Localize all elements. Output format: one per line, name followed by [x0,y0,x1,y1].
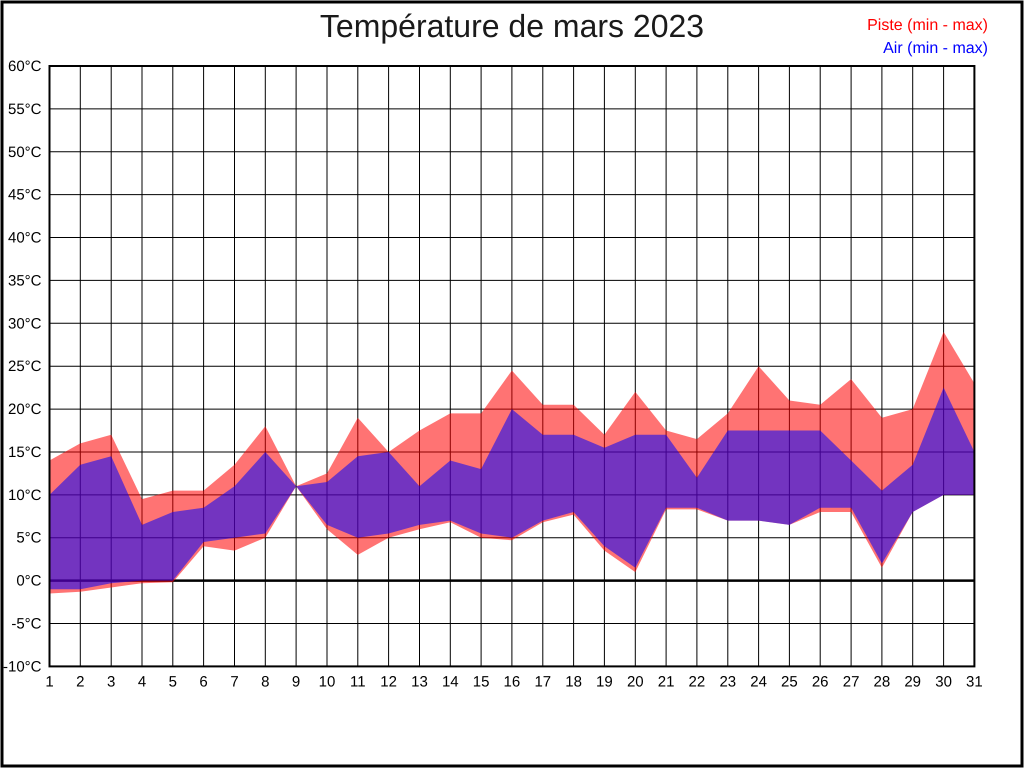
svg-text:9: 9 [292,673,300,690]
svg-text:3: 3 [107,673,115,690]
svg-text:25: 25 [781,673,798,690]
svg-text:13: 13 [411,673,428,690]
svg-text:26: 26 [812,673,829,690]
svg-text:10°C: 10°C [8,487,42,504]
svg-text:17: 17 [534,673,551,690]
svg-text:27: 27 [843,673,860,690]
svg-text:22: 22 [689,673,706,690]
svg-text:30: 30 [935,673,952,690]
svg-text:21: 21 [658,673,675,690]
svg-text:35°C: 35°C [8,272,42,289]
svg-text:0°C: 0°C [16,573,41,590]
svg-text:14: 14 [442,673,459,690]
svg-text:19: 19 [596,673,613,690]
svg-text:55°C: 55°C [8,101,42,118]
svg-text:1: 1 [45,673,53,690]
svg-text:23: 23 [719,673,736,690]
svg-text:20°C: 20°C [8,401,42,418]
svg-text:-5°C: -5°C [11,616,41,633]
svg-text:20: 20 [627,673,644,690]
svg-text:28: 28 [874,673,891,690]
svg-text:11: 11 [350,673,366,690]
svg-text:25°C: 25°C [8,358,42,375]
svg-text:31: 31 [966,673,983,690]
svg-text:7: 7 [230,673,238,690]
svg-text:29: 29 [904,673,921,690]
svg-text:6: 6 [199,673,207,690]
svg-text:40°C: 40°C [8,230,42,247]
svg-text:8: 8 [261,673,269,690]
svg-text:50°C: 50°C [8,144,42,161]
svg-text:18: 18 [565,673,582,690]
svg-text:24: 24 [750,673,767,690]
svg-text:4: 4 [138,673,146,690]
svg-text:16: 16 [504,673,521,690]
svg-text:60°C: 60°C [8,58,42,75]
svg-text:2: 2 [76,673,84,690]
svg-text:12: 12 [380,673,397,690]
svg-text:15°C: 15°C [8,444,42,461]
svg-text:30°C: 30°C [8,315,42,332]
svg-text:5°C: 5°C [16,530,41,547]
svg-text:-10°C: -10°C [3,658,42,675]
svg-text:5: 5 [169,673,177,690]
svg-text:45°C: 45°C [8,187,42,204]
svg-text:10: 10 [319,673,336,690]
svg-text:15: 15 [473,673,490,690]
